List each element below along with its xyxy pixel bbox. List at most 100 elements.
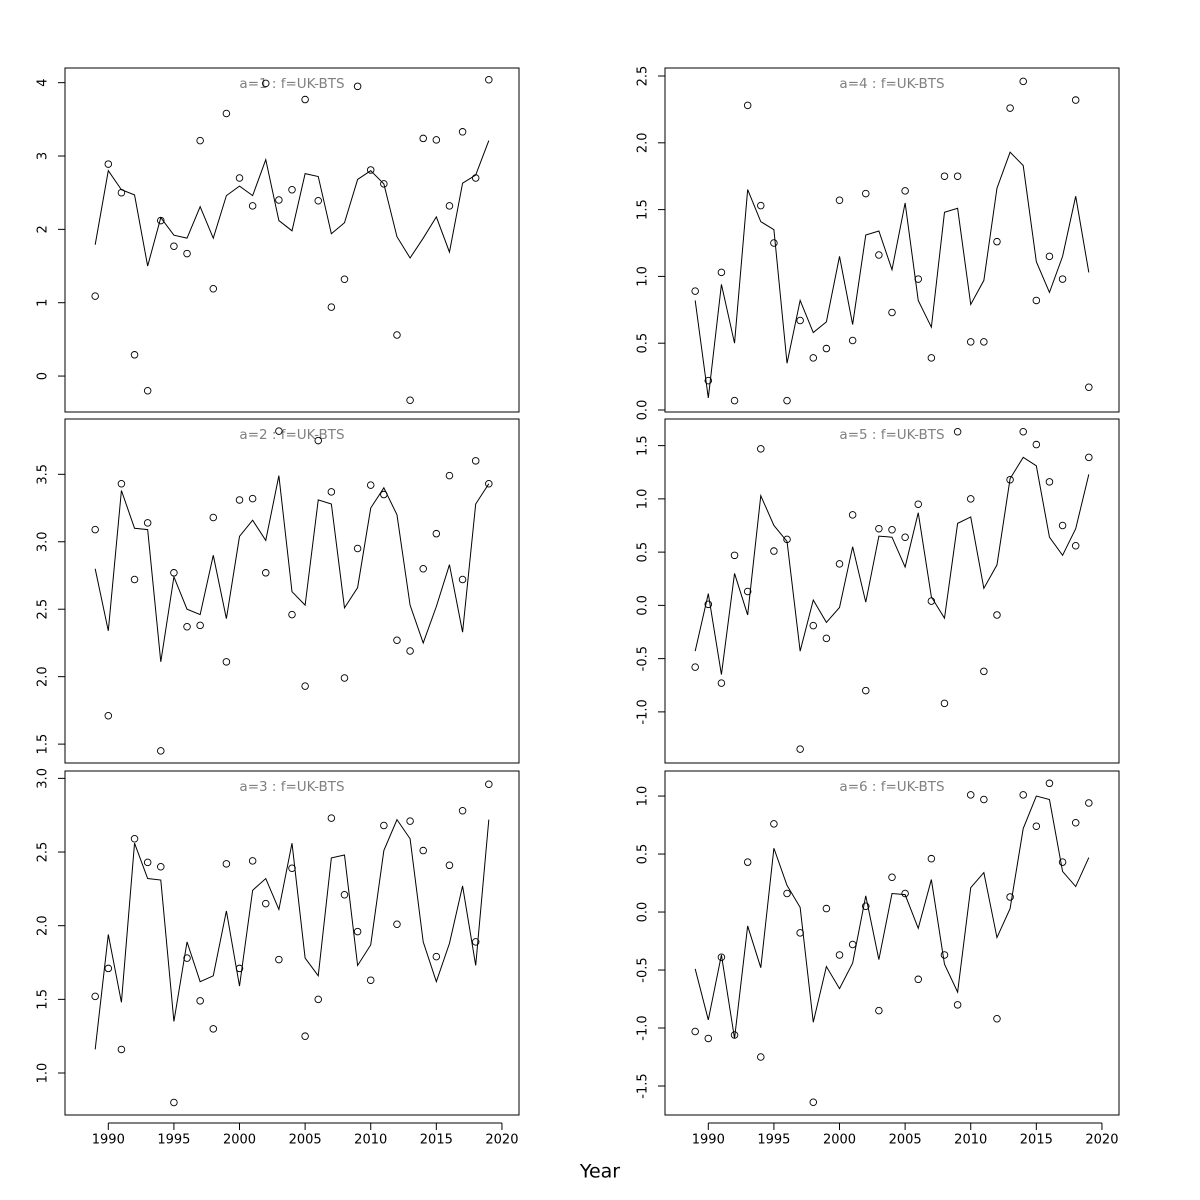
- data-point: [914, 975, 922, 984]
- plot-frame: [664, 770, 1120, 1116]
- data-point: [966, 791, 975, 799]
- data-point: [262, 569, 270, 577]
- data-point: [770, 239, 778, 247]
- data-point: [485, 480, 493, 488]
- data-point: [757, 445, 765, 453]
- y-tick-label: 1.0: [636, 489, 651, 510]
- data-point: [275, 427, 283, 435]
- data-point: [980, 795, 988, 804]
- data-point: [796, 745, 804, 753]
- data-point: [743, 858, 752, 866]
- data-point: [691, 287, 699, 295]
- y-tick-label: 3.0: [36, 768, 51, 789]
- data-point: [406, 396, 414, 405]
- panel-title: a=6 : f=UK-BTS: [839, 779, 944, 795]
- data-point: [209, 1025, 218, 1033]
- data-point: [183, 622, 191, 631]
- data-point: [848, 940, 857, 949]
- plot-frame: [64, 418, 520, 764]
- data-point: [927, 854, 936, 863]
- data-point: [1085, 383, 1093, 392]
- data-point: [117, 480, 126, 488]
- data-point: [157, 747, 165, 755]
- plot-frame: [64, 770, 520, 1116]
- data-point: [1071, 541, 1080, 550]
- y-tick-label: 2.5: [636, 66, 651, 87]
- y-tick-label: -1.0: [636, 1015, 651, 1040]
- data-point: [183, 249, 191, 258]
- data-point: [1032, 440, 1041, 449]
- data-point: [314, 995, 322, 1004]
- data-point: [822, 344, 831, 353]
- data-point: [445, 202, 454, 210]
- data-point: [1045, 478, 1054, 486]
- data-point: [1058, 858, 1067, 866]
- data-point: [130, 575, 139, 584]
- x-tick-label: 2000: [823, 1133, 856, 1148]
- data-point: [222, 860, 231, 868]
- data-point: [419, 846, 427, 855]
- data-point: [888, 873, 896, 881]
- data-point: [262, 79, 270, 88]
- data-point: [822, 634, 831, 643]
- data-point: [1085, 799, 1093, 807]
- data-point: [130, 351, 139, 359]
- data-point: [730, 396, 739, 405]
- data-point: [458, 128, 467, 136]
- data-point: [117, 1045, 126, 1054]
- x-tick-label: 2010: [354, 1133, 387, 1148]
- data-point: [835, 951, 844, 959]
- data-point: [301, 1032, 309, 1040]
- x-tick-label: 2000: [223, 1133, 256, 1148]
- data-point: [783, 396, 791, 405]
- data-point: [980, 338, 988, 346]
- data-point: [1058, 275, 1067, 283]
- y-tick-label: -1.5: [636, 1073, 651, 1098]
- data-point: [1032, 296, 1041, 305]
- data-point: [104, 160, 113, 168]
- data-point: [170, 242, 178, 250]
- data-point: [1071, 818, 1080, 827]
- x-tick-label: 1995: [157, 1133, 190, 1148]
- y-tick-label: -1.0: [636, 699, 651, 724]
- data-point: [875, 1006, 883, 1015]
- x-tick-label: 2020: [485, 1133, 518, 1148]
- data-point: [704, 600, 713, 609]
- panel-title: a=4 : f=UK-BTS: [839, 76, 944, 92]
- panel-title: a=1 : f=UK-BTS: [239, 76, 344, 92]
- data-point: [953, 1001, 962, 1009]
- data-point: [209, 513, 218, 522]
- data-point: [130, 835, 139, 843]
- data-point: [822, 904, 831, 913]
- data-point: [327, 303, 336, 311]
- data-point: [183, 954, 191, 962]
- data-point: [809, 1098, 818, 1106]
- data-point: [835, 560, 844, 568]
- data-point: [940, 699, 949, 708]
- data-point: [471, 174, 480, 182]
- y-tick-label: 0.5: [636, 333, 651, 354]
- data-point: [432, 952, 441, 961]
- data-point: [717, 953, 726, 962]
- data-point: [353, 927, 362, 936]
- data-point: [901, 533, 909, 541]
- data-point: [288, 610, 296, 619]
- data-point: [1045, 252, 1054, 261]
- data-point: [993, 1014, 1001, 1023]
- data-point: [91, 992, 99, 1001]
- data-point: [848, 511, 857, 519]
- data-point: [248, 494, 257, 503]
- y-tick-label: 0.0: [636, 400, 651, 421]
- data-point: [301, 682, 309, 690]
- data-point: [170, 569, 178, 577]
- data-point: [301, 95, 309, 104]
- fitted-line: [694, 795, 1090, 1039]
- data-point: [366, 481, 375, 489]
- data-point: [445, 861, 454, 870]
- data-point: [1019, 428, 1027, 436]
- data-point: [993, 237, 1001, 246]
- data-point: [157, 863, 165, 871]
- data-point: [432, 136, 441, 144]
- x-tick-label: 2010: [954, 1133, 987, 1148]
